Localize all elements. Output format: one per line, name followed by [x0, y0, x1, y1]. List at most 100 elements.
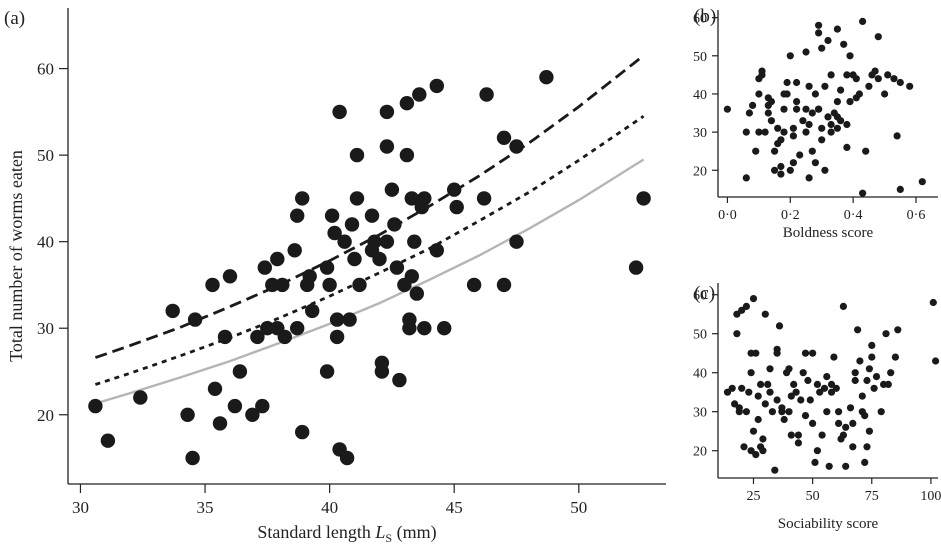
panel-b-data-point [802, 128, 810, 136]
panel-a-data-point [302, 269, 317, 284]
panel-b-data-point [796, 151, 804, 159]
panel-b-data-point [837, 117, 845, 125]
panel-b-data-point [874, 75, 882, 83]
panel-a-data-point [402, 312, 417, 327]
panel-a-data-point [245, 407, 260, 422]
panel-b: 0·0 0·2 0·4 0·6 20 30 40 50 60(b) Boldness score [693, 6, 938, 241]
panel-b-data-point [852, 75, 860, 83]
panel-b-data-point [793, 98, 801, 106]
panel-a-x-tick-label: 50 [570, 498, 587, 517]
panel-c-x-axis-title: Sociability score [778, 516, 879, 532]
panel-b-data-point [833, 124, 842, 132]
panel-c-data-point [858, 392, 866, 400]
panel-b-data-point [890, 75, 898, 83]
panel-a-data-point [327, 225, 342, 241]
panel-c-data-point [742, 408, 751, 416]
panel-c-data-point [868, 353, 876, 361]
panel-b-data-point [761, 128, 769, 136]
panel-b-data-point [783, 78, 791, 87]
panel-b-label: (b) [694, 6, 716, 27]
panel-b-data-point [777, 170, 785, 178]
panel-a-data-point [185, 450, 200, 466]
panel-c-data-point [752, 451, 760, 459]
panel-c-data-point [870, 384, 878, 392]
panel-b-data-point [824, 113, 832, 121]
panel-c-data-point [761, 400, 769, 408]
panel-b-y-tick-label: 30 [693, 126, 707, 141]
panel-b-data-point [749, 101, 757, 109]
panel-a-data-point [379, 234, 395, 249]
panel-b-data-point [808, 109, 816, 117]
panel-c-data-point [887, 369, 895, 377]
panel-a-data-point [379, 104, 395, 120]
panel-b-data-point [906, 82, 914, 90]
panel-a-x-tick-label: 30 [72, 498, 89, 517]
panel-b-data-point [802, 48, 810, 56]
panel-c-data-point [757, 380, 765, 388]
panel-a-data-point [342, 312, 357, 327]
panel-b-data-point [843, 120, 851, 129]
panel-b-data-point [840, 40, 848, 48]
panel-b-data-point [846, 52, 854, 60]
panel-a-data-point [389, 260, 405, 275]
panel-c-data-point [865, 427, 874, 435]
panel-a-data-point [429, 243, 444, 258]
panel-a-data-point [207, 381, 223, 396]
panel-a: 30 35 40 45 50 20 30 40 50 60 (a) Standard length L… [4, 8, 666, 545]
panel-b-data-point [833, 98, 842, 106]
panel-a-data-point [100, 433, 116, 448]
panel-c-data-point [759, 447, 767, 455]
panel-b-data-point [833, 25, 842, 33]
panel-b-x-axis-title: Boldness score [783, 225, 874, 241]
panel-a-data-point [404, 191, 419, 206]
panel-b-data-point [793, 105, 801, 113]
panel-c-data-point [835, 419, 843, 427]
panel-a-data-point [212, 416, 228, 431]
panel-b-data-point [893, 132, 901, 140]
panel-a-data-point [509, 139, 524, 154]
panel-b-x-tick-label: 0·6 [907, 208, 926, 223]
panel-c: 25 50 75 100 20 30 40 50 60(c) Sociability score [693, 283, 941, 532]
panel-b-data-point [742, 174, 750, 182]
panel-b-data-point [896, 78, 904, 87]
panel-b-data-point [780, 128, 788, 136]
panel-a-data-point [295, 191, 310, 206]
panel-c-data-point [809, 419, 817, 427]
panel-a-data-point [275, 277, 290, 293]
panel-c-data-point [764, 380, 772, 388]
panel-c-data-point [778, 404, 786, 412]
panel-c-data-point [749, 427, 758, 435]
panel-c-data-point [747, 369, 755, 377]
panel-a-data-point [374, 364, 390, 379]
panel-c-data-point [818, 431, 826, 439]
panel-c-data-point [771, 466, 779, 474]
panel-a-data-point [409, 286, 424, 301]
panel-b-data-point [805, 82, 813, 90]
panel-a-data-point [337, 234, 352, 249]
panel-b-y-tick-label: 60 [693, 12, 707, 27]
panel-b-data-point [799, 117, 807, 125]
panel-c-x-tick-label: 50 [806, 489, 820, 504]
panel-c-data-point [827, 388, 836, 396]
panel-a-data-point [449, 199, 464, 215]
panel-c-data-point [728, 384, 736, 392]
panel-c-y-tick-label: 40 [693, 367, 707, 382]
panel-c-data-point [839, 302, 848, 310]
panel-c-data-point [932, 357, 940, 365]
panel-b-data-point [786, 52, 794, 60]
panel-c-data-point [761, 310, 769, 318]
panel-b-data-point [767, 117, 776, 125]
panel-b-data-point [802, 105, 810, 113]
panel-b-data-point [824, 36, 832, 45]
panel-c-y-tick-label: 50 [693, 328, 707, 343]
panel-a-data-point [509, 234, 524, 249]
panel-b-data-point [789, 132, 798, 140]
panel-a-data-point [496, 130, 512, 145]
panel-a-data-point [404, 269, 419, 284]
panel-a-data-point [429, 78, 444, 94]
panel-b-data-point [818, 136, 826, 144]
panel-c-data-point [877, 408, 885, 416]
panel-c-data-point [863, 376, 871, 385]
panel-b-data-point [837, 86, 845, 94]
panel-c-data-point [851, 369, 859, 377]
